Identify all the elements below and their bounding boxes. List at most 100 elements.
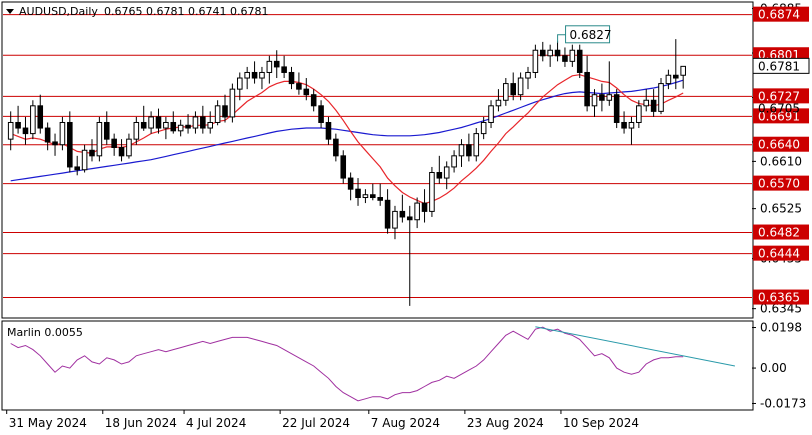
level-label-box-3: [753, 108, 809, 124]
candle-87: [650, 89, 657, 117]
candle-22: [170, 111, 177, 134]
sub-y-tick-label-1: 0.00: [760, 361, 787, 375]
candle-26: [200, 105, 206, 134]
candle-60: [451, 150, 457, 173]
candle-28: [214, 100, 221, 126]
candle-body-24: [185, 124, 191, 129]
candle-body-28: [214, 105, 221, 123]
marlin-line: [10, 326, 684, 402]
candle-88: [658, 78, 664, 115]
candle-76: [569, 44, 576, 67]
candle-82: [613, 89, 620, 129]
candle-57: [429, 166, 435, 217]
x-tick-label-6: 10 Sep 2024: [563, 416, 639, 430]
candle-70: [525, 66, 531, 90]
candle-body-70: [525, 71, 531, 79]
candle-body-1: [15, 121, 21, 129]
x-tick-label-2: 4 Jul 2024: [186, 416, 246, 430]
candle-85: [636, 100, 642, 129]
y-tick-label-4: 0.6610: [760, 154, 802, 168]
candle-body-74: [554, 49, 561, 57]
candle-body-79: [591, 94, 598, 107]
candle-body-68: [510, 83, 517, 96]
level-label-7: 0.6444: [758, 247, 800, 261]
candle-body-36: [273, 60, 280, 68]
candle-body-7: [59, 121, 66, 146]
candle-body-78: [584, 71, 590, 107]
candle-body-15: [118, 146, 125, 157]
candle-24: [185, 114, 191, 134]
candle-body-25: [192, 116, 199, 129]
candle-body-45: [340, 155, 347, 179]
candle-body-90: [673, 74, 679, 79]
candle-body-71: [532, 49, 539, 73]
candle-62: [466, 133, 472, 162]
candle-45: [340, 150, 347, 184]
candle-16: [126, 133, 132, 159]
candle-36: [273, 50, 280, 79]
candle-body-81: [606, 94, 613, 101]
candle-38: [288, 66, 295, 90]
candle-body-67: [503, 83, 509, 101]
indicator-label: Marlin 0.0055: [7, 326, 83, 339]
candle-body-38: [288, 71, 295, 85]
main-frame: [1, 1, 754, 319]
candle-body-48: [362, 194, 369, 199]
candle-8: [67, 111, 73, 173]
candle-body-37: [281, 66, 287, 73]
candle-41: [310, 89, 317, 112]
candle-21: [163, 116, 169, 140]
candle-body-58: [436, 172, 443, 179]
candle-body-88: [658, 83, 664, 112]
candle-65: [488, 100, 494, 129]
candle-59: [443, 161, 450, 190]
candle-23: [177, 119, 184, 137]
candle-91: [680, 65, 686, 89]
candle-body-83: [621, 121, 627, 129]
marlin-trendline: [535, 326, 736, 367]
candle-body-86: [643, 99, 650, 107]
candle-body-54: [406, 216, 413, 221]
candle-68: [510, 72, 517, 101]
candle-29: [222, 94, 228, 123]
level-label-3: 0.6691: [758, 109, 800, 123]
candle-body-23: [177, 124, 184, 132]
candle-body-10: [81, 149, 88, 171]
red-ma-end-label: 0.6705: [758, 102, 800, 116]
candle-body-43: [325, 121, 332, 140]
candle-body-65: [488, 105, 494, 123]
candle-18: [140, 105, 147, 131]
blue-moving-average: [10, 79, 684, 182]
candle-body-60: [451, 155, 457, 168]
candle-13: [103, 111, 110, 145]
candle-33: [251, 61, 258, 84]
candle-61: [458, 139, 465, 167]
level-label-box-4: [753, 136, 809, 152]
candle-body-3: [30, 105, 36, 135]
candle-34: [259, 66, 265, 90]
candle-body-85: [636, 105, 642, 123]
collapse-triangle-icon[interactable]: [6, 9, 14, 14]
candle-body-17: [133, 121, 140, 140]
candle-86: [643, 89, 650, 112]
current-price-label: 0.6781: [758, 59, 800, 73]
candle-40: [303, 78, 310, 101]
candle-body-34: [259, 71, 265, 79]
candle-15: [118, 139, 125, 162]
candle-31: [236, 72, 243, 101]
indicator-panel: 0.0198 0.00 -0.0173: [10, 321, 806, 410]
sub-y-tick-label-2: -0.0173: [760, 396, 806, 410]
candle-body-29: [222, 105, 228, 118]
candle-89: [665, 69, 672, 90]
candle-body-2: [22, 127, 29, 135]
candle-body-76: [569, 49, 576, 62]
candle-body-12: [96, 121, 103, 157]
candle-body-46: [347, 177, 354, 190]
x-tick-label-0: 31 May 2024: [9, 416, 87, 430]
candle-body-72: [539, 49, 546, 57]
candle-37: [281, 55, 287, 79]
candle-body-61: [458, 144, 465, 157]
level-label-4: 0.6640: [758, 138, 800, 152]
candle-body-39: [296, 83, 302, 90]
level-label-box-6: [753, 224, 809, 240]
